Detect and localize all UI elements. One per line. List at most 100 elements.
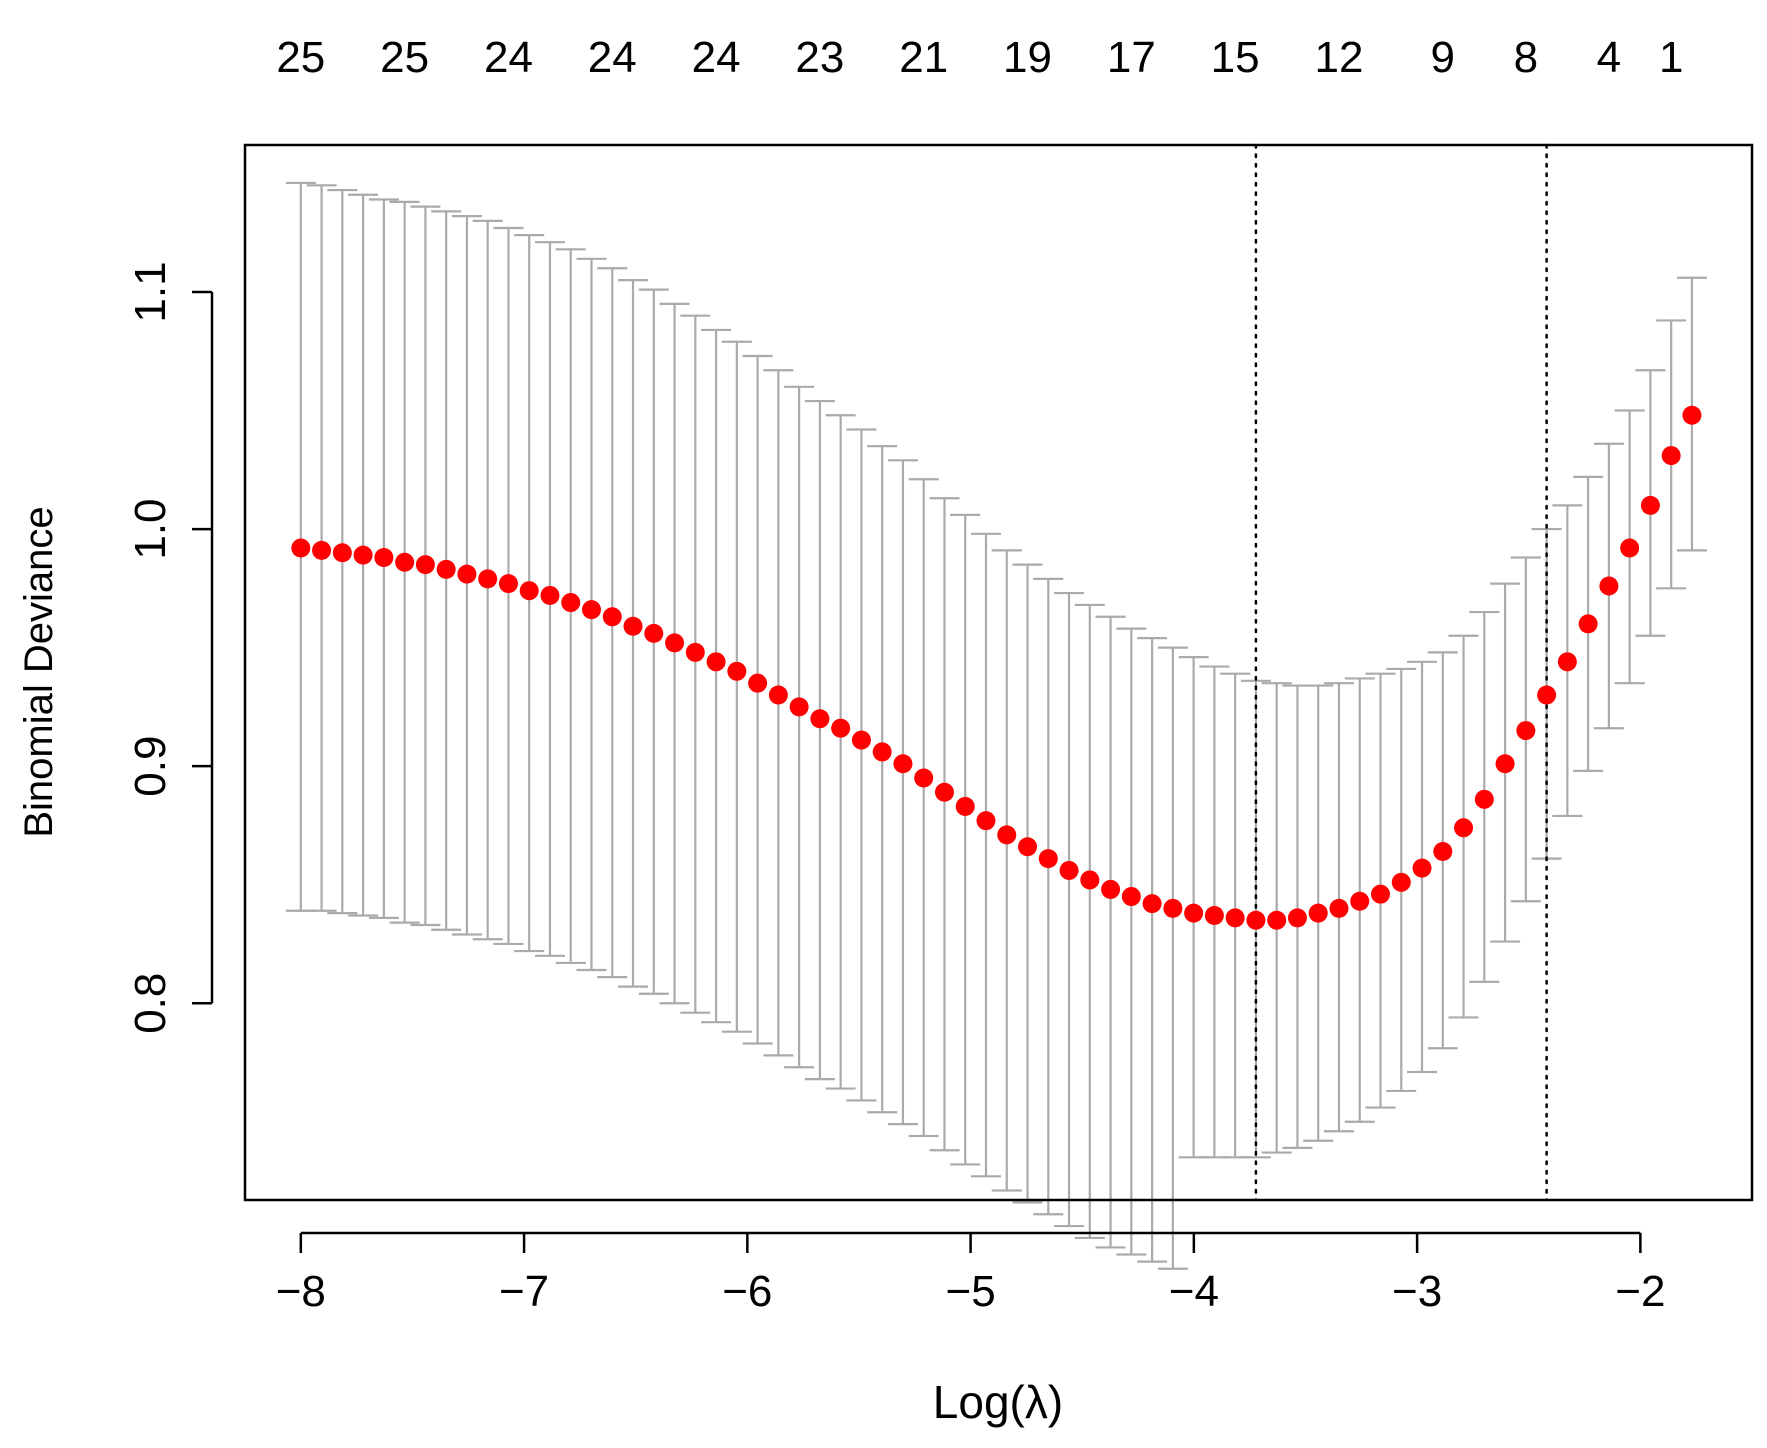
top-axis-label: 23 bbox=[795, 33, 844, 82]
y-tick-label: 1.1 bbox=[126, 261, 175, 322]
data-point bbox=[997, 825, 1017, 845]
data-point bbox=[1350, 891, 1370, 911]
data-point bbox=[1225, 908, 1245, 928]
data-point bbox=[706, 652, 726, 672]
data-point bbox=[1101, 879, 1121, 899]
x-tick-label: −3 bbox=[1392, 1267, 1442, 1316]
data-point bbox=[1287, 908, 1307, 928]
data-point bbox=[540, 585, 560, 605]
top-axis-label: 12 bbox=[1314, 33, 1363, 82]
data-point bbox=[1204, 906, 1224, 926]
data-point bbox=[1391, 872, 1411, 892]
data-point bbox=[644, 623, 664, 643]
data-point bbox=[914, 768, 934, 788]
x-tick-label: −6 bbox=[722, 1267, 772, 1316]
data-point bbox=[1370, 884, 1390, 904]
top-axis-label: 25 bbox=[380, 33, 429, 82]
data-point bbox=[1557, 652, 1577, 672]
y-axis: 0.8 0.9 1.0 1.1 bbox=[126, 261, 214, 1034]
data-point bbox=[934, 782, 954, 802]
data-point bbox=[1018, 837, 1038, 857]
data-point bbox=[1661, 446, 1681, 466]
x-axis-title: Log(λ) bbox=[933, 1376, 1063, 1428]
data-point bbox=[748, 673, 768, 693]
data-point bbox=[1038, 849, 1058, 869]
data-point bbox=[1412, 858, 1432, 878]
data-point bbox=[519, 581, 539, 601]
data-point bbox=[976, 811, 996, 831]
top-axis-df-labels: 25 25 24 24 24 23 21 19 17 15 12 9 8 4 1 bbox=[276, 33, 1683, 82]
data-point bbox=[1142, 894, 1162, 914]
data-point bbox=[893, 754, 913, 774]
data-point bbox=[1495, 754, 1515, 774]
top-axis-label: 15 bbox=[1211, 33, 1260, 82]
data-point bbox=[1080, 870, 1100, 890]
data-point bbox=[1454, 818, 1474, 838]
data-point bbox=[1537, 685, 1557, 705]
data-point bbox=[851, 730, 871, 750]
data-point bbox=[332, 543, 352, 563]
top-axis-label: 24 bbox=[692, 33, 741, 82]
x-tick-label: −8 bbox=[276, 1267, 326, 1316]
top-axis-label: 21 bbox=[899, 33, 948, 82]
data-point bbox=[581, 600, 601, 620]
y-axis-title: Binomial Deviance bbox=[17, 506, 61, 837]
top-axis-label: 25 bbox=[276, 33, 325, 82]
x-tick-label: −5 bbox=[946, 1267, 996, 1316]
data-point bbox=[1640, 495, 1660, 515]
data-point bbox=[1433, 841, 1453, 861]
data-point bbox=[1578, 614, 1598, 634]
top-axis-label: 19 bbox=[1003, 33, 1052, 82]
data-point bbox=[1599, 576, 1619, 596]
data-point bbox=[1474, 789, 1494, 809]
x-tick-label: −7 bbox=[499, 1267, 549, 1316]
data-point bbox=[291, 538, 311, 558]
data-point bbox=[623, 616, 643, 636]
data-point bbox=[789, 697, 809, 717]
top-axis-label: 8 bbox=[1514, 33, 1538, 82]
data-point bbox=[831, 718, 851, 738]
y-tick-label: 1.0 bbox=[126, 498, 175, 559]
data-point bbox=[1267, 910, 1287, 930]
data-points bbox=[291, 405, 1702, 930]
data-point bbox=[665, 633, 685, 653]
top-axis-label: 17 bbox=[1107, 33, 1156, 82]
data-point bbox=[872, 742, 892, 762]
x-tick-label: −2 bbox=[1615, 1267, 1665, 1316]
top-axis-label: 24 bbox=[588, 33, 637, 82]
top-axis-label: 24 bbox=[484, 33, 533, 82]
data-point bbox=[395, 552, 415, 572]
x-axis: −8 −7 −6 −5 −4 −3 −2 bbox=[276, 1231, 1665, 1316]
data-point bbox=[312, 540, 332, 560]
top-axis-label: 9 bbox=[1431, 33, 1455, 82]
data-point bbox=[1620, 538, 1640, 558]
top-axis-label: 4 bbox=[1597, 33, 1621, 82]
data-point bbox=[1059, 860, 1079, 880]
data-point bbox=[498, 574, 518, 594]
top-axis-label: 1 bbox=[1659, 33, 1683, 82]
data-point bbox=[374, 548, 394, 568]
plot-frame bbox=[243, 143, 1754, 1202]
x-tick-label: −4 bbox=[1169, 1267, 1219, 1316]
data-point bbox=[1163, 898, 1183, 918]
data-point bbox=[415, 555, 435, 575]
data-point bbox=[353, 545, 373, 565]
data-point bbox=[1516, 721, 1536, 741]
data-point bbox=[457, 564, 477, 584]
data-point bbox=[685, 642, 705, 662]
data-point bbox=[1308, 903, 1328, 923]
data-point bbox=[602, 607, 622, 627]
y-tick-label: 0.9 bbox=[126, 736, 175, 797]
data-point bbox=[955, 796, 975, 816]
data-point bbox=[1184, 903, 1204, 923]
data-point bbox=[1246, 910, 1266, 930]
data-point bbox=[1329, 898, 1349, 918]
data-point bbox=[727, 661, 747, 681]
data-point bbox=[1121, 887, 1141, 907]
data-point bbox=[561, 593, 581, 613]
y-tick-label: 0.8 bbox=[126, 973, 175, 1034]
data-point bbox=[478, 569, 498, 589]
data-point bbox=[1682, 405, 1702, 425]
